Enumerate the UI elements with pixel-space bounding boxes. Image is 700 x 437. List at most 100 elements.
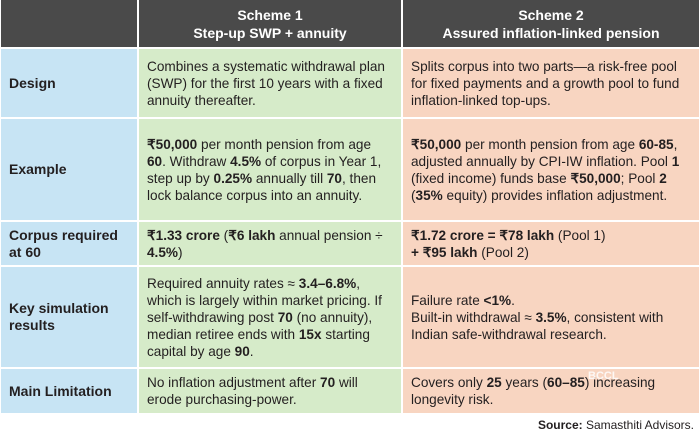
text-run: Built-in withdrawal ≈: [411, 309, 536, 325]
text-run: No inflation adjustment after: [147, 375, 321, 390]
paragraph: Failure rate <1%.: [411, 292, 691, 309]
comparison-table: Scheme 1 Step-up SWP + annuity Scheme 2 Ass…: [1, 0, 699, 413]
text-run: + ₹95 lakh: [411, 244, 478, 260]
paragraph: ₹1.33 crore (₹6 lakh annual pension ÷ 4.…: [147, 227, 393, 261]
text-run: (: [219, 227, 229, 243]
column-header: Scheme 1 Step-up SWP + annuity: [139, 0, 401, 47]
text-run: . Withdraw: [162, 153, 231, 169]
text-run: (Pool 1): [554, 227, 606, 243]
table-row: Example ₹50,000 per month pension from ag…: [1, 119, 699, 220]
row-label: Main Limitation: [1, 369, 137, 413]
text-run: per month pension from age: [461, 136, 639, 152]
paragraph: Combines a systematic withdrawal plan (S…: [147, 58, 393, 109]
text-run: annual pension ÷: [275, 227, 383, 243]
cell: ₹50,000 per month pension from age 60-85…: [403, 119, 699, 220]
text-run: ₹6 lakh: [228, 227, 276, 243]
paragraph: ₹50,000 per month pension from age 60. W…: [147, 136, 393, 204]
text-run: (: [411, 187, 416, 203]
text-run: years (: [501, 375, 548, 390]
row-label: Key simulation results: [1, 267, 137, 367]
text-run: .: [511, 292, 515, 308]
source-note: Source: Samasthiti Advisors.: [538, 418, 694, 432]
table-row: Design Combines a systematic withdrawal p…: [1, 49, 699, 117]
text-run: Failure rate: [411, 292, 484, 308]
text-run: , then lock balance corpus into an annui…: [147, 170, 377, 203]
text-run: 2: [659, 170, 667, 186]
text-run: 15x: [298, 326, 322, 342]
text-run: 70: [320, 375, 336, 390]
text-run: 4.5%: [230, 153, 262, 169]
cell: Failure rate <1%. Built-in withdrawal ≈ 3…: [403, 267, 699, 367]
text-run: 3.5%: [535, 309, 567, 325]
cell: ₹1.33 crore (₹6 lakh annual pension ÷ 4.…: [139, 222, 401, 265]
text-run: .: [249, 343, 254, 359]
text-run: <1%: [483, 292, 512, 308]
text-run: ) increasing longevity risk.: [411, 375, 656, 407]
text-run: ): [177, 244, 183, 260]
text-run: 3.4–6.8%: [298, 275, 357, 291]
header-corner: [1, 0, 137, 47]
cell: ₹50,000 per month pension from age 60. W…: [139, 119, 401, 220]
text-run: ₹50,000: [147, 136, 198, 152]
header-row: Scheme 1 Step-up SWP + annuity Scheme 2 Ass…: [1, 0, 699, 47]
text-run: 70: [326, 170, 342, 186]
paragraph: Required annuity rates ≈ 3.4–6.8%, which…: [147, 275, 393, 360]
paragraph: No inflation adjustment after 70 will er…: [147, 374, 393, 408]
paragraph: ₹50,000 per month pension from age 60-85…: [411, 136, 691, 204]
text-run: starting capital by age: [147, 326, 370, 359]
row-label: Example: [1, 119, 137, 220]
cell: Required annuity rates ≈ 3.4–6.8%, which…: [139, 267, 401, 367]
cell: Splits corpus into two parts—a risk-free…: [403, 49, 699, 117]
text-run: ; Pool: [620, 170, 660, 186]
paragraph: Covers only 25 years (60–85) increasing …: [411, 374, 691, 408]
text-run: 4.5%: [147, 244, 178, 260]
cell: Covers only 25 years (60–85) increasing …: [403, 369, 699, 413]
text-run: ₹1.72 crore = ₹78 lakh: [411, 227, 555, 243]
paragraph: ₹1.72 crore = ₹78 lakh (Pool 1): [411, 227, 691, 244]
text-run: (Pool 2): [477, 244, 529, 260]
cell: ₹1.72 crore = ₹78 lakh (Pool 1) + ₹95 lak…: [403, 222, 699, 265]
text-run: of corpus in Year 1, step up by: [147, 153, 382, 186]
text-run: ₹50,000: [570, 170, 621, 186]
source-text: Samasthiti Advisors.: [582, 418, 694, 432]
text-run: Splits corpus into two parts—a risk-free…: [411, 58, 680, 108]
header-subtitle: Step-up SWP + annuity: [193, 24, 347, 41]
text-run: Required annuity rates ≈: [147, 275, 299, 291]
text-run: , consistent with Indian safe-withdrawal…: [411, 309, 664, 342]
text-run: 70: [277, 309, 293, 325]
text-run: , which is largely within market pricing…: [147, 275, 382, 325]
text-run: per month pension from age: [197, 136, 372, 152]
text-run: 60: [147, 153, 163, 169]
text-run: Covers only: [411, 375, 487, 390]
table-row: Main Limitation No inflation adjustment a…: [1, 369, 699, 413]
text-run: 60–85: [547, 375, 585, 390]
text-run: , adjusted annually by CPI-IW inflation.…: [411, 136, 678, 169]
paragraph: Built-in withdrawal ≈ 3.5%, consistent w…: [411, 309, 691, 343]
watermark: BCCL: [588, 370, 619, 382]
cell: No inflation adjustment after 70 will er…: [139, 369, 401, 413]
text-run: (no annuity), median retiree ends with: [147, 309, 373, 342]
paragraph: Splits corpus into two parts—a risk-free…: [411, 58, 691, 109]
table-row: Corpus required at 60 ₹1.33 crore (₹6 lak…: [1, 222, 699, 265]
text-run: 0.25%: [213, 170, 253, 186]
column-header: Scheme 2 Assured inflation-linked pension: [403, 0, 699, 47]
text-run: 60-85: [638, 136, 674, 152]
text-run: (fixed income) funds base: [411, 170, 571, 186]
text-run: annually till: [252, 170, 327, 186]
paragraph: + ₹95 lakh (Pool 2): [411, 244, 691, 261]
row-label: Corpus required at 60: [1, 222, 137, 265]
text-run: 35%: [415, 187, 443, 203]
text-run: 25: [486, 375, 502, 390]
text-run: Combines a systematic withdrawal plan (S…: [147, 58, 385, 108]
source-label: Source:: [537, 418, 583, 432]
header-subtitle: Assured inflation-linked pension: [442, 24, 660, 41]
row-label: Design: [1, 49, 137, 117]
table-row: Key simulation results Required annuity r…: [1, 267, 699, 367]
text-run: will erode purchasing-power.: [147, 375, 358, 407]
text-run: ₹1.33 crore: [147, 227, 220, 243]
text-run: 1: [671, 153, 680, 169]
text-run: ₹50,000: [411, 136, 462, 152]
header-title: Scheme 1: [237, 6, 303, 23]
cell: Combines a systematic withdrawal plan (S…: [139, 49, 401, 117]
